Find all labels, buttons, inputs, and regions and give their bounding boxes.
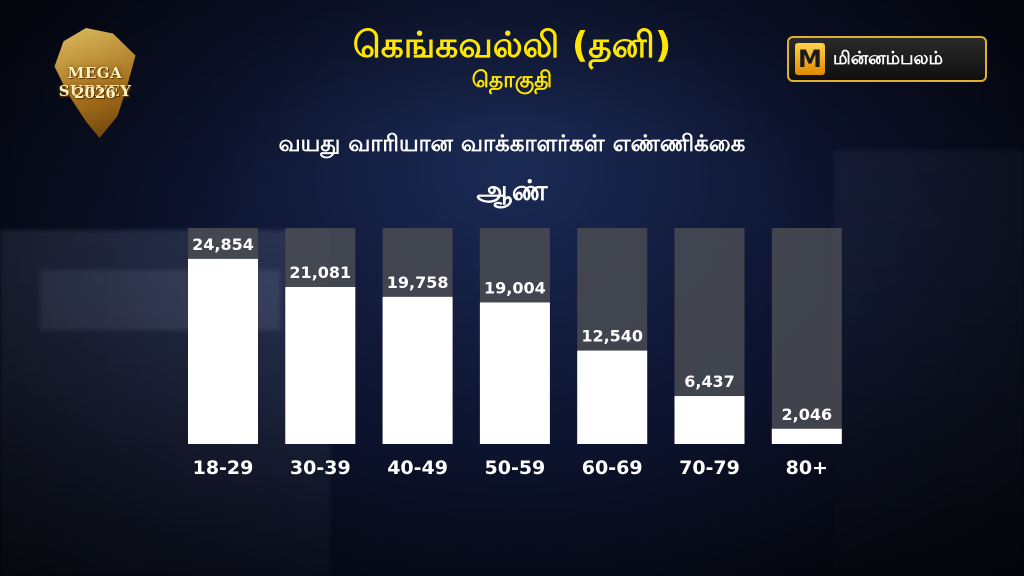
bar-40-49 bbox=[382, 296, 453, 444]
category-label: 80+ bbox=[786, 457, 828, 479]
data-label: 2,046 bbox=[781, 405, 832, 424]
category-label: 50-59 bbox=[485, 457, 546, 479]
survey-logo-line2: 2026 bbox=[74, 84, 116, 102]
category-label: 40-49 bbox=[387, 457, 448, 479]
bar-60-69 bbox=[577, 350, 648, 444]
data-label: 12,540 bbox=[581, 327, 643, 346]
data-label: 19,004 bbox=[484, 278, 546, 297]
category-label: 18-29 bbox=[193, 457, 254, 479]
data-label: 24,854 bbox=[192, 235, 254, 254]
bar-70-79 bbox=[674, 396, 745, 444]
bar-18-29 bbox=[188, 258, 258, 444]
constituency-title: கெங்கவல்லி (தனி) bbox=[352, 25, 672, 66]
bar-30-39 bbox=[285, 286, 356, 444]
bar-80+ bbox=[771, 428, 842, 444]
data-label: 6,437 bbox=[684, 372, 735, 391]
constituency-subtitle: தொகுதி bbox=[471, 68, 553, 93]
mega-survey-logo: MEGA SURVEY 2026 bbox=[40, 28, 150, 138]
data-label: 19,758 bbox=[387, 273, 449, 292]
category-label: 70-79 bbox=[679, 457, 740, 479]
minnambalam-logo: M மின்னம்பலம் bbox=[787, 36, 987, 82]
survey-logo-line1: MEGA SURVEY bbox=[58, 64, 132, 100]
chart-title: வயது வாரியான வாக்காளர்கள் எண்ணிக்கை bbox=[278, 131, 746, 157]
bar-50-59 bbox=[479, 302, 550, 444]
data-label: 21,081 bbox=[289, 263, 351, 282]
brand-mark-icon: M bbox=[795, 43, 825, 75]
bar-track bbox=[771, 228, 842, 444]
category-label: 60-69 bbox=[582, 457, 643, 479]
category-label: 30-39 bbox=[290, 457, 351, 479]
brand-name: மின்னம்பலம் bbox=[833, 48, 943, 69]
chart-subtitle-gender: ஆண் bbox=[476, 174, 548, 207]
